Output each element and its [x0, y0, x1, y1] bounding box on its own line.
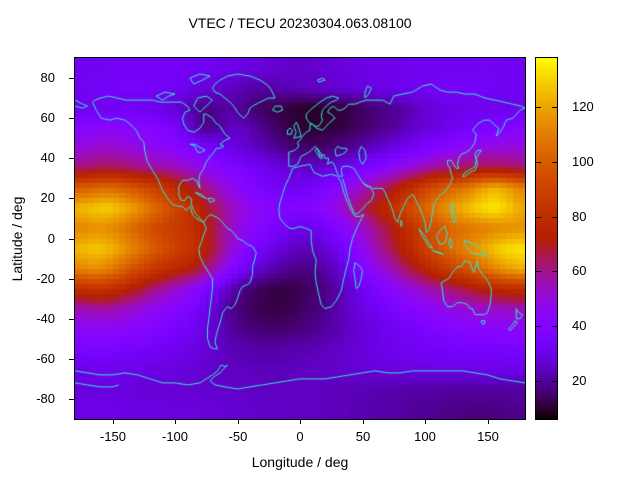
- x-tick-label: -100: [161, 429, 189, 444]
- colorbar-tick-label: 60: [572, 263, 587, 278]
- x-tick-label: -150: [99, 429, 127, 444]
- y-tick-mark: [69, 319, 74, 320]
- colorbar-tick-label: 20: [572, 373, 587, 388]
- x-tick-label: -50: [228, 429, 248, 444]
- x-tick-label: 100: [414, 429, 436, 444]
- x-tick-label: 150: [477, 429, 499, 444]
- colorbar-tick-mark: [552, 107, 557, 108]
- y-tick-mark: [69, 78, 74, 79]
- x-tick-mark: [363, 419, 364, 424]
- y-tick-label: 20: [40, 190, 55, 205]
- y-tick-mark: [69, 118, 74, 119]
- y-tick-label: 0: [47, 231, 55, 246]
- colorbar-tick-mark: [552, 162, 557, 163]
- y-tick-label: 40: [40, 150, 55, 165]
- colorbar-tick-mark: [552, 326, 557, 327]
- x-tick-mark: [425, 419, 426, 424]
- colorbar-tick-label: 120: [572, 99, 594, 114]
- x-tick-mark: [175, 419, 176, 424]
- x-tick-label: 50: [355, 429, 371, 444]
- x-axis-label: Longitude / deg: [251, 454, 349, 470]
- y-tick-mark: [69, 359, 74, 360]
- plot-frame: [74, 57, 526, 420]
- plot-title: VTEC / TECU 20230304.063.08100: [188, 15, 412, 31]
- colorbar-canvas: [536, 58, 557, 419]
- x-tick-mark: [488, 419, 489, 424]
- y-tick-label: -80: [36, 391, 55, 406]
- colorbar-tick-label: 100: [572, 154, 594, 169]
- colorbar-tick-mark: [536, 271, 541, 272]
- y-tick-mark: [69, 158, 74, 159]
- colorbar-tick-label: 40: [572, 318, 587, 333]
- colorbar-tick-label: 80: [572, 209, 587, 224]
- colorbar-tick-mark: [536, 217, 541, 218]
- colorbar-tick-mark: [536, 107, 541, 108]
- y-tick-label: 80: [40, 70, 55, 85]
- y-tick-mark: [69, 399, 74, 400]
- y-tick-mark: [69, 198, 74, 199]
- x-tick-label: 0: [296, 429, 304, 444]
- colorbar-tick-mark: [536, 162, 541, 163]
- y-tick-label: 60: [40, 110, 55, 125]
- y-tick-mark: [69, 279, 74, 280]
- y-tick-mark: [69, 239, 74, 240]
- y-tick-label: -60: [36, 351, 55, 366]
- x-tick-mark: [113, 419, 114, 424]
- colorbar-frame: [535, 57, 558, 420]
- colorbar-tick-mark: [552, 271, 557, 272]
- heatmap-canvas: [75, 58, 525, 419]
- colorbar-tick-mark: [552, 217, 557, 218]
- y-tick-label: -20: [36, 271, 55, 286]
- colorbar-tick-mark: [536, 326, 541, 327]
- y-tick-label: -40: [36, 311, 55, 326]
- colorbar-tick-mark: [552, 381, 557, 382]
- x-tick-mark: [300, 419, 301, 424]
- colorbar-tick-mark: [536, 381, 541, 382]
- x-tick-mark: [238, 419, 239, 424]
